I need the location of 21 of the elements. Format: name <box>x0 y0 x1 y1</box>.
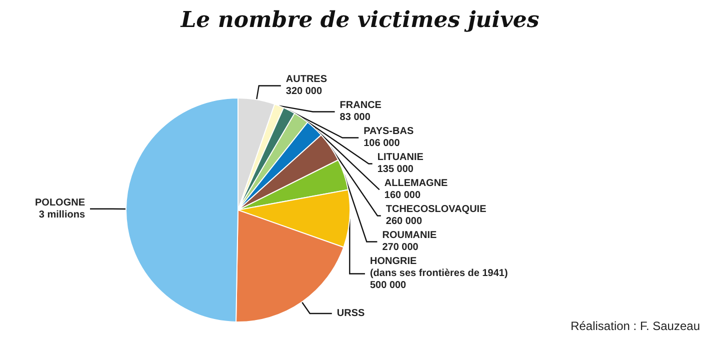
slice-label: PAYS-BAS <box>364 126 414 138</box>
slice-label: TCHECOSLOVAQUIE <box>386 204 487 216</box>
data-label: 320 000 <box>286 86 322 98</box>
data-label: 83 000 <box>340 112 371 124</box>
text: Réalisation : F. Sauzeau <box>570 319 700 333</box>
slice-label: FRANCE <box>340 100 382 112</box>
data-label: 160 000 <box>384 190 421 202</box>
data-label: 135 000 <box>377 164 414 176</box>
chart-title: Le nombre de victimes juives <box>180 7 540 33</box>
slice-label: ALLEMAGNE <box>384 178 448 190</box>
data-label: 106 000 <box>364 138 400 150</box>
data-label: 270 000 <box>382 242 419 254</box>
slice-label: URSS <box>336 308 365 319</box>
slice-label: HONGRIE (dans ses frontières de 1941) <box>370 256 508 280</box>
slice-label: LITUANIE <box>377 152 424 164</box>
slice-label: ROUMANIE <box>382 230 437 242</box>
data-label: 500 000 <box>370 280 407 292</box>
data-label: 260 000 <box>386 216 422 228</box>
slice-label: AUTRES <box>286 74 328 86</box>
slice-label: POLOGNE <box>34 197 86 208</box>
data-label: 3 millions <box>38 209 86 220</box>
